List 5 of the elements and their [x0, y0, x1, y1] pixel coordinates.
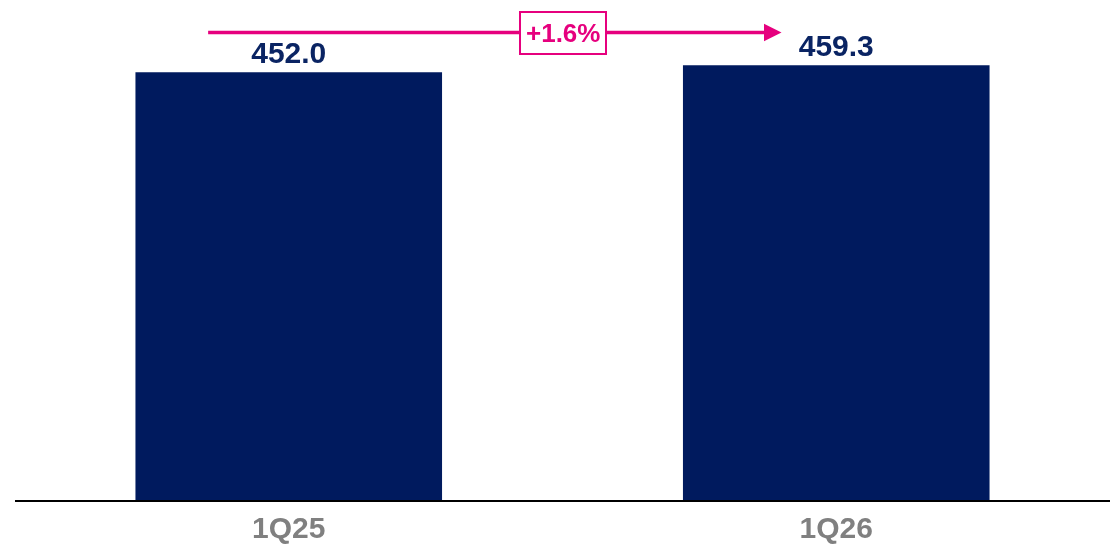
x-tick-label: 1Q25: [252, 511, 326, 544]
x-tick-label: 1Q26: [799, 511, 873, 544]
data-label: 459.3: [798, 29, 874, 63]
text: +1.6%: [526, 18, 601, 48]
data-label: 452.0: [251, 36, 327, 70]
